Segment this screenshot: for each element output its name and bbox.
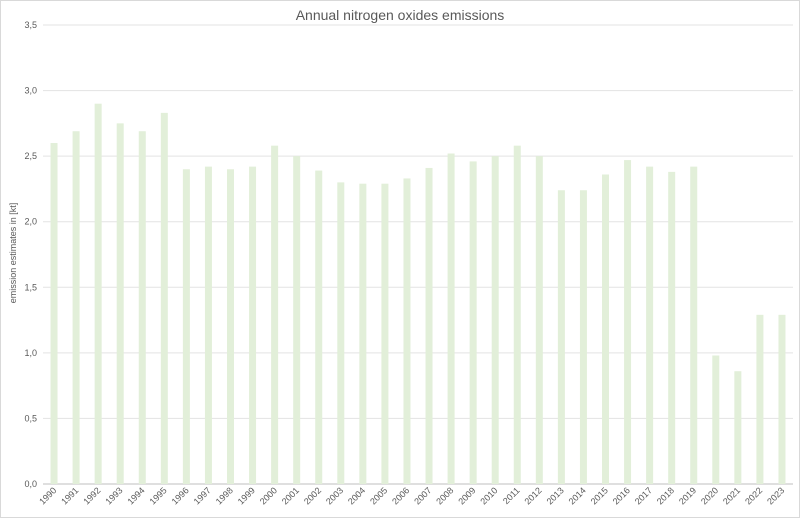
bar-2007 [425,167,433,484]
bar-1999 [249,166,257,485]
bar-2016 [624,160,632,484]
x-tick-label: 2002 [302,485,323,506]
x-tick-label: 2008 [434,485,455,506]
bar-2014 [579,190,587,485]
bar-2001 [293,156,301,484]
x-tick-label: 1997 [192,485,213,506]
y-tick-label: 2,5 [24,151,37,161]
x-tick-label: 2007 [412,485,433,506]
x-tick-label: 2006 [390,485,411,506]
x-tick-label: 2004 [346,485,367,506]
y-tick-label: 1,5 [24,282,37,292]
x-tick-label: 2003 [324,485,345,506]
x-tick-label: 1999 [236,485,257,506]
x-tick-label: 2016 [611,485,632,506]
gridlines [43,24,793,485]
x-tick-label: 1993 [103,485,124,506]
x-tick-label: 2020 [699,485,720,506]
bar-1994 [138,131,146,484]
x-tick-label: 2009 [456,485,477,506]
bar-1993 [116,123,124,484]
x-tick-label: 2018 [655,485,676,506]
x-tick-label: 2023 [765,485,786,506]
x-tick-label: 2019 [677,485,698,506]
bar-1991 [72,131,80,484]
chart-title: Annual nitrogen oxides emissions [295,7,505,23]
bar-2021 [734,371,742,484]
x-tick-label: 2014 [567,485,588,506]
x-tick-label: 2011 [501,485,522,506]
x-tick-label: 2010 [478,485,499,506]
bar-2004 [359,183,367,484]
bar-1996 [182,169,190,484]
bar-2020 [712,355,720,484]
y-tick-label: 3,0 [24,86,37,96]
bar-2003 [337,182,345,484]
y-tick-labels: 0,0 0,5 1,0 1,5 2,0 2,5 3,0 3,5 [24,20,37,489]
x-tick-label: 2022 [743,485,764,506]
bar-2005 [381,183,389,484]
bar-2019 [690,166,698,485]
bar-2009 [469,161,477,485]
bar-1997 [204,166,212,485]
y-tick-label: 1,0 [24,348,37,358]
y-tick-label: 0,0 [24,479,37,489]
bar-2011 [513,145,521,484]
bar-1992 [94,103,102,484]
bar-2002 [315,170,323,484]
bar-2006 [403,178,411,485]
bar-2015 [602,174,609,484]
bar-1998 [227,169,234,484]
x-tick-label: 2005 [368,485,389,506]
x-tick-label: 1990 [37,485,58,506]
x-tick-label: 1994 [125,485,146,506]
x-tick-label: 1998 [214,485,235,506]
x-tick-label: 1991 [59,485,80,506]
x-tick-label: 1996 [170,485,191,506]
bar-2000 [271,145,279,484]
x-tick-label: 1995 [148,485,169,506]
bar-2023 [778,314,786,484]
y-tick-label: 3,5 [24,20,37,30]
bars [50,103,786,485]
x-tick-label: 1992 [81,485,102,506]
bar-2010 [491,156,499,484]
bar-1990 [50,143,58,484]
bar-2012 [535,156,543,484]
x-tick-labels: 1990 1991 1992 1993 1994 1995 1996 1997 1998 1999… [37,485,786,506]
x-tick-label: 2012 [523,485,544,506]
bar-2018 [668,171,676,484]
bar-2008 [447,153,455,484]
x-tick-label: 2021 [721,485,742,506]
x-tick-label: 2000 [258,485,279,506]
bar-1995 [160,112,168,484]
bar-2022 [756,314,764,484]
x-tick-label: 2001 [280,485,301,506]
bar-2017 [646,166,654,485]
bar-2013 [557,190,565,485]
x-tick-label: 2013 [545,485,566,506]
y-tick-label: 0,5 [24,413,37,423]
x-tick-label: 2017 [633,485,654,506]
y-tick-label: 2,0 [24,217,37,227]
x-tick-label: 2015 [589,485,610,506]
